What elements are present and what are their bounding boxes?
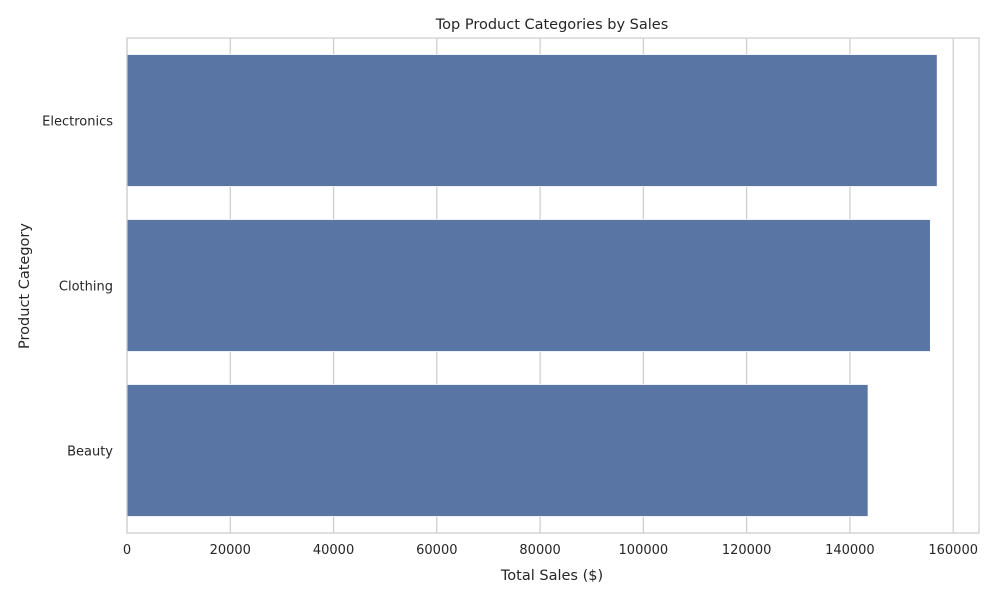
x-tick-label: 140000 <box>825 543 875 558</box>
x-tick-label: 60000 <box>416 543 457 558</box>
x-axis-label: Total Sales ($) <box>500 568 603 584</box>
x-tick-label: 40000 <box>313 543 354 558</box>
x-tick-label: 80000 <box>519 543 560 558</box>
plot-frame <box>126 37 980 534</box>
tick-labels: 0 20000 40000 60000 80000 100000 120000 140000 1… <box>42 115 978 559</box>
chart-title: Top Product Categories by Sales <box>435 17 669 33</box>
y-tick-label: Beauty <box>67 445 113 460</box>
x-tick-label: 120000 <box>722 543 772 558</box>
bar-electronics <box>126 54 938 187</box>
x-tick-label: 160000 <box>928 543 978 558</box>
x-tick-label: 20000 <box>210 543 251 558</box>
y-tick-label: Clothing <box>59 280 113 295</box>
bar-beauty <box>126 384 869 517</box>
bar-clothing <box>126 219 931 352</box>
y-axis-label: Product Category <box>17 223 33 349</box>
x-tick-label: 0 <box>123 543 131 558</box>
x-tick-label: 100000 <box>619 543 669 558</box>
bars <box>126 54 938 517</box>
plot-border <box>126 37 980 534</box>
y-tick-label: Electronics <box>42 115 113 130</box>
